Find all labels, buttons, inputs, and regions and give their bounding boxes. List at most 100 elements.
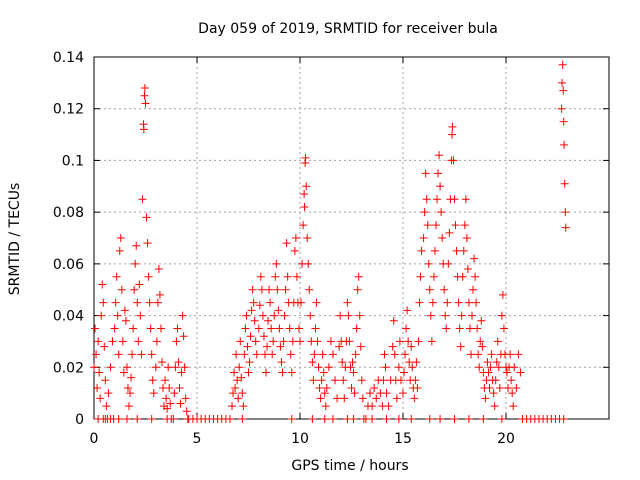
data-point	[266, 298, 275, 307]
data-point	[478, 342, 487, 351]
data-point	[276, 342, 285, 351]
data-point	[287, 415, 296, 423]
data-point	[400, 368, 409, 377]
data-point	[431, 221, 440, 230]
data-point	[459, 246, 468, 255]
data-point	[460, 221, 469, 230]
data-point	[303, 234, 312, 242]
data-point	[348, 358, 357, 367]
x-tick-label: 10	[291, 431, 309, 447]
data-point	[328, 415, 337, 423]
data-point	[320, 389, 329, 398]
data-point	[320, 415, 329, 423]
data-point	[313, 337, 322, 346]
data-point	[441, 311, 450, 320]
y-tick-label: 0.14	[53, 50, 84, 66]
data-point	[125, 402, 134, 411]
data-point	[174, 358, 183, 367]
data-point	[145, 298, 154, 307]
data-point	[349, 368, 358, 377]
data-point	[262, 368, 271, 377]
data-point	[225, 415, 234, 423]
data-point	[245, 358, 254, 367]
data-point	[244, 368, 253, 377]
data-point	[504, 383, 513, 392]
data-point	[131, 259, 140, 268]
data-point	[278, 368, 287, 377]
data-point	[255, 301, 264, 310]
data-point	[450, 195, 459, 204]
data-point	[559, 117, 568, 126]
data-point	[116, 234, 125, 242]
data-point	[114, 350, 123, 359]
data-point	[421, 169, 430, 178]
data-point	[139, 125, 148, 134]
data-point	[471, 272, 480, 281]
grid-lines	[94, 57, 609, 419]
data-point	[164, 363, 173, 372]
data-point	[440, 285, 449, 294]
data-point	[128, 350, 137, 359]
data-point	[479, 415, 488, 423]
data-point	[257, 285, 266, 294]
data-point	[344, 311, 353, 320]
data-point	[311, 324, 320, 333]
data-point	[309, 376, 318, 385]
data-point	[312, 298, 321, 307]
data-point	[455, 324, 464, 333]
data-point	[512, 383, 521, 392]
data-point	[162, 394, 171, 403]
data-point	[497, 311, 506, 320]
data-point	[514, 350, 523, 359]
data-point	[331, 376, 340, 385]
data-point	[354, 272, 363, 281]
data-point	[178, 311, 187, 320]
data-point	[438, 234, 447, 242]
data-point	[136, 311, 145, 320]
data-point	[240, 350, 249, 359]
data-point	[268, 350, 277, 359]
data-point	[234, 394, 243, 403]
data-point	[281, 285, 290, 294]
data-point	[380, 350, 389, 359]
data-point	[417, 246, 426, 255]
data-point	[366, 389, 375, 398]
data-point	[382, 389, 391, 398]
data-point	[415, 298, 424, 307]
data-point	[176, 399, 185, 408]
data-point	[165, 383, 174, 392]
data-point	[100, 342, 109, 351]
data-point	[279, 337, 288, 346]
data-point	[351, 350, 360, 359]
data-point	[473, 324, 482, 333]
data-point	[413, 383, 422, 392]
data-point	[353, 285, 362, 294]
data-point	[146, 324, 155, 333]
data-point	[111, 298, 120, 307]
data-point	[510, 363, 519, 372]
data-point	[161, 376, 170, 385]
data-point	[132, 241, 141, 250]
data-point	[425, 285, 434, 294]
data-point	[368, 402, 377, 411]
data-point	[308, 358, 317, 367]
data-point	[435, 151, 444, 160]
x-tick-label: 15	[394, 431, 412, 447]
data-point	[451, 221, 460, 230]
data-point	[419, 234, 428, 242]
data-point	[423, 221, 432, 230]
data-point	[254, 324, 263, 333]
data-point	[120, 306, 129, 315]
data-point	[321, 402, 330, 411]
data-point	[404, 337, 413, 346]
data-point	[508, 389, 517, 398]
data-point	[135, 280, 144, 289]
data-point	[297, 298, 306, 307]
data-point	[291, 234, 300, 242]
data-point	[338, 358, 347, 367]
data-point	[484, 368, 493, 377]
data-point	[123, 383, 132, 392]
data-point	[152, 337, 161, 346]
x-tick-label: 5	[193, 431, 202, 447]
data-point	[175, 383, 184, 392]
